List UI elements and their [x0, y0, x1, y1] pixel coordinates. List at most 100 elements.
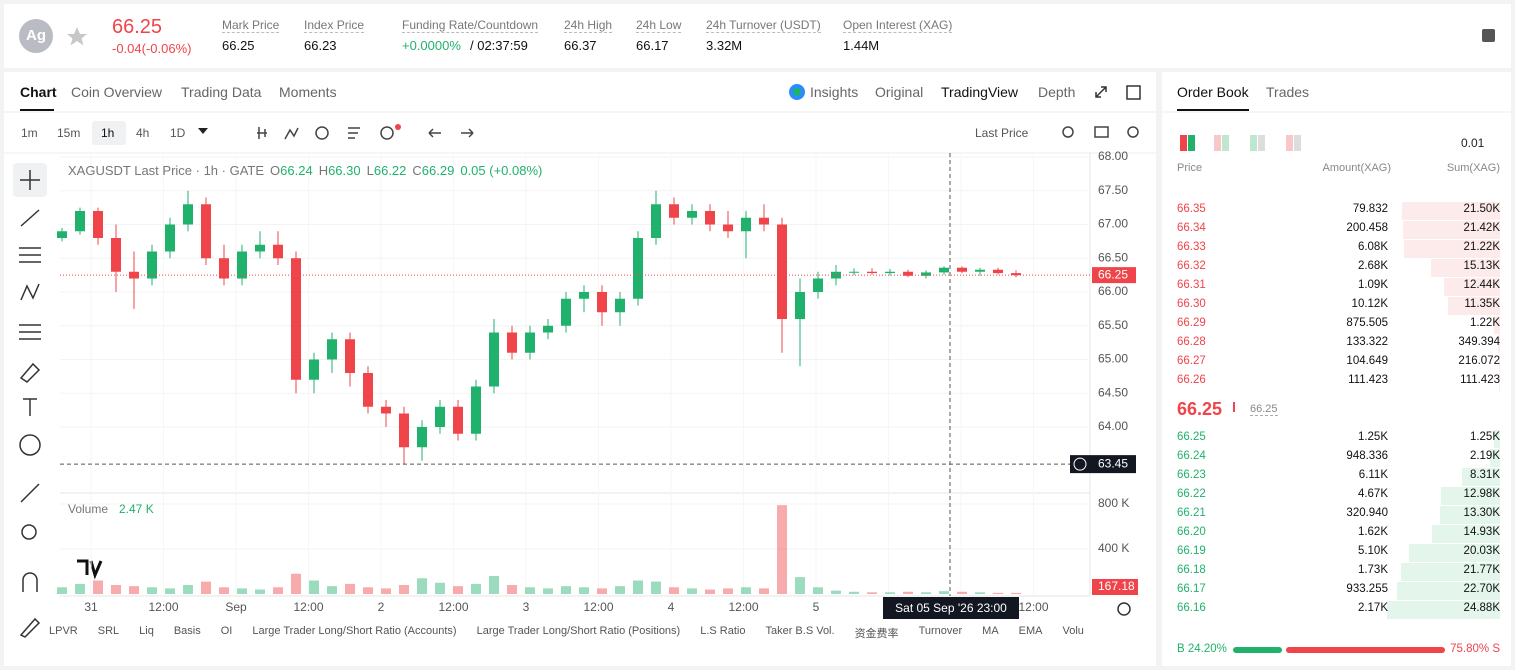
- pattern-tool[interactable]: [20, 283, 40, 301]
- chart-settings[interactable]: [1117, 602, 1131, 616]
- view-tab[interactable]: Insights: [810, 84, 859, 100]
- redo-icon[interactable]: [461, 128, 474, 138]
- ob-price[interactable]: 66.26: [1177, 374, 1206, 386]
- lock-tool[interactable]: [19, 617, 41, 638]
- ob-price[interactable]: 66.29: [1177, 317, 1206, 329]
- ob-price[interactable]: 66.25: [1177, 431, 1206, 443]
- indicator-tab[interactable]: 资金费率: [854, 628, 899, 640]
- indicator-tab[interactable]: Taker B.S Vol.: [765, 625, 835, 637]
- ob-price[interactable]: 66.27: [1177, 355, 1206, 367]
- replay-icon[interactable]: [315, 126, 329, 140]
- ob-view-icon[interactable]: [1188, 135, 1195, 151]
- ob-price[interactable]: 66.28: [1177, 336, 1206, 348]
- ob-price[interactable]: 66.20: [1177, 526, 1206, 538]
- view-tab[interactable]: TradingView: [941, 84, 1019, 100]
- window-icon[interactable]: [1126, 85, 1141, 100]
- interval[interactable]: 1D: [170, 126, 186, 140]
- indicator-tab[interactable]: Volu: [1062, 625, 1084, 637]
- settings-icon[interactable]: [1127, 126, 1139, 138]
- ob-sum: 349.394: [1458, 336, 1500, 348]
- ob-price[interactable]: 66.23: [1177, 469, 1206, 481]
- ob-amount: 1.25K: [1357, 431, 1388, 443]
- ob-price[interactable]: 66.32: [1177, 260, 1206, 272]
- volume-bar: [129, 586, 139, 594]
- text-tool[interactable]: [23, 398, 37, 416]
- ob-tab[interactable]: Order Book: [1177, 84, 1249, 100]
- ob-view-icon[interactable]: [1222, 135, 1229, 151]
- interval[interactable]: 1h: [101, 126, 115, 140]
- view-tab[interactable]: Depth: [1038, 84, 1076, 100]
- candle-body: [201, 204, 211, 259]
- undo-icon[interactable]: [428, 128, 441, 138]
- ob-price[interactable]: 66.17: [1177, 583, 1206, 595]
- add-icon[interactable]: [380, 126, 394, 140]
- magnet-tool[interactable]: [22, 572, 38, 592]
- ob-price[interactable]: 66.16: [1177, 602, 1206, 614]
- interval[interactable]: 1m: [21, 126, 38, 140]
- indicator-tab[interactable]: Liq: [139, 625, 154, 637]
- ob-price[interactable]: 66.31: [1177, 279, 1206, 291]
- x-tick-label: 12:00: [1018, 600, 1048, 614]
- cursor-tool[interactable]: [20, 170, 40, 190]
- view-tab[interactable]: Original: [875, 84, 924, 100]
- channel-tool[interactable]: [19, 247, 41, 263]
- indicator-tab[interactable]: Large Trader Long/Short Ratio (Accounts): [252, 625, 457, 637]
- ob-price[interactable]: 66.21: [1177, 507, 1206, 519]
- template-icon[interactable]: [348, 127, 360, 139]
- indicator-tab[interactable]: EMA: [1018, 625, 1043, 637]
- buy-ratio: B 24.20%: [1177, 643, 1227, 655]
- indicator-tab[interactable]: SRL: [97, 625, 120, 637]
- emoji-tool[interactable]: [19, 434, 41, 456]
- chart-tab[interactable]: Coin Overview: [71, 84, 163, 100]
- favorite-star[interactable]: [67, 27, 87, 46]
- sell-ratio-bar: [1286, 647, 1445, 653]
- ob-price[interactable]: 66.35: [1177, 203, 1206, 215]
- volume-bar: [1011, 592, 1021, 594]
- ob-view-icon[interactable]: [1294, 135, 1301, 151]
- indicator-tab[interactable]: Basis: [173, 625, 201, 637]
- ob-view-icon[interactable]: [1250, 135, 1257, 151]
- depth-bar: [1431, 259, 1500, 277]
- indicator-tab[interactable]: MA: [982, 625, 999, 637]
- measure-tool[interactable]: [20, 483, 40, 503]
- candle-type-icon[interactable]: [257, 127, 267, 139]
- price-type[interactable]: Last Price: [975, 126, 1029, 140]
- ob-view-icon[interactable]: [1286, 135, 1293, 151]
- indicator-tab[interactable]: OI: [220, 625, 233, 637]
- indicator-tab[interactable]: Large Trader Long/Short Ratio (Positions…: [476, 625, 681, 637]
- indicator-tab[interactable]: L.S Ratio: [700, 625, 746, 637]
- crosshair-time: Sat 05 Sep '26 23:00: [895, 601, 1007, 615]
- ob-price[interactable]: 66.22: [1177, 488, 1206, 500]
- chart-tab[interactable]: Chart: [20, 84, 57, 100]
- search-icon[interactable]: [1062, 126, 1074, 138]
- interval[interactable]: 15m: [57, 126, 81, 140]
- ob-tab[interactable]: Trades: [1266, 84, 1310, 100]
- brush-tool[interactable]: [19, 362, 41, 383]
- ob-view-icon[interactable]: [1214, 135, 1221, 151]
- indicator-icon[interactable]: [284, 127, 299, 140]
- notify-dot: [395, 124, 401, 130]
- ob-price[interactable]: 66.24: [1177, 450, 1206, 462]
- fullscreen-icon[interactable]: [1095, 86, 1107, 98]
- chart-tab[interactable]: Moments: [279, 84, 337, 100]
- ob-view-icon[interactable]: [1180, 135, 1187, 151]
- ob-amount: 133.322: [1346, 336, 1388, 348]
- header-icon[interactable]: [1482, 29, 1495, 42]
- ob-price[interactable]: 66.30: [1177, 298, 1206, 310]
- line-tool[interactable]: [20, 209, 40, 227]
- chart-tab[interactable]: Trading Data: [181, 84, 262, 100]
- ob-price[interactable]: 66.34: [1177, 222, 1206, 234]
- ob-view-icon[interactable]: [1258, 135, 1265, 151]
- fib-tool[interactable]: [19, 324, 41, 340]
- depth-bar: [1396, 582, 1500, 600]
- ob-price[interactable]: 66.19: [1177, 545, 1206, 557]
- camera-icon[interactable]: [1094, 126, 1109, 138]
- ob-price[interactable]: 66.33: [1177, 241, 1206, 253]
- ob-precision[interactable]: 0.01: [1461, 136, 1485, 150]
- ob-price[interactable]: 66.18: [1177, 564, 1206, 576]
- indicator-tab[interactable]: LPVR: [49, 625, 78, 637]
- interval[interactable]: 4h: [136, 126, 150, 140]
- indicator-tab[interactable]: Turnover: [918, 625, 963, 637]
- zoom-tool[interactable]: [21, 524, 37, 540]
